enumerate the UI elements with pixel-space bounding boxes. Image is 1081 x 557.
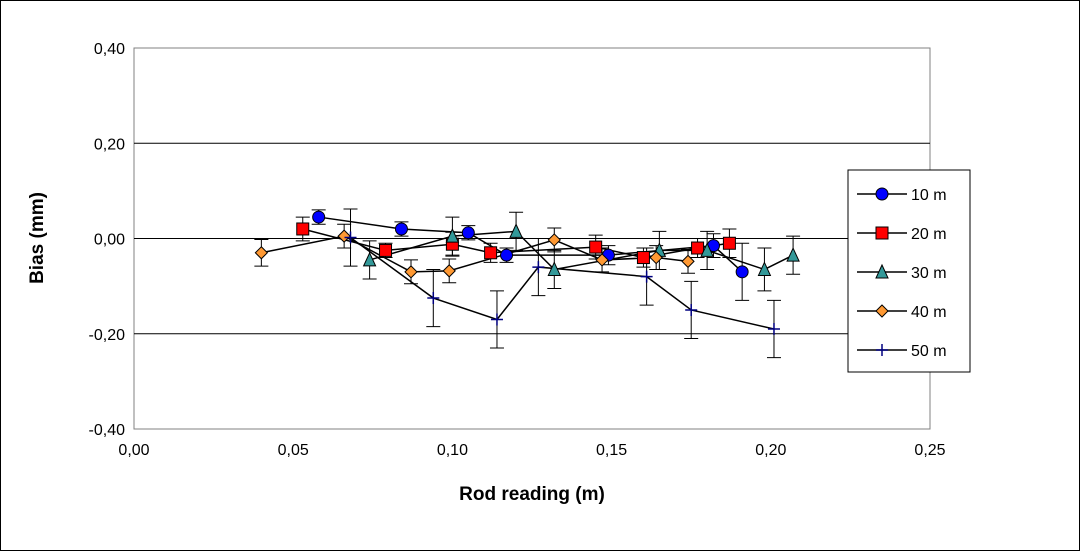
x-tick-label: 0,25 bbox=[914, 442, 945, 459]
data-point bbox=[490, 313, 503, 326]
y-axis-title: Bias (mm) bbox=[27, 192, 48, 284]
data-point bbox=[722, 236, 736, 250]
data-point bbox=[589, 240, 603, 254]
data-point bbox=[500, 248, 514, 262]
legend-label: 10 m bbox=[911, 187, 947, 204]
data-point bbox=[427, 292, 440, 305]
data-point bbox=[254, 246, 269, 260]
data-point bbox=[547, 233, 561, 247]
y-tick-label: 0,20 bbox=[94, 136, 125, 153]
legend-label: 30 m bbox=[911, 265, 947, 282]
data-point bbox=[379, 243, 393, 257]
x-tick-label: 0,20 bbox=[755, 442, 786, 459]
series-markers bbox=[254, 210, 800, 335]
data-point bbox=[636, 251, 650, 265]
series-line bbox=[302, 228, 730, 259]
legend-label: 50 m bbox=[911, 343, 947, 360]
data-point bbox=[296, 222, 310, 236]
x-tick-label: 0,05 bbox=[278, 442, 309, 459]
x-tick-label: 0,15 bbox=[596, 442, 627, 459]
data-point bbox=[509, 223, 523, 238]
data-point bbox=[547, 261, 562, 276]
data-point bbox=[532, 261, 545, 274]
data-point bbox=[691, 241, 705, 255]
y-tick-label: -0,40 bbox=[89, 422, 126, 439]
y-tick-label: 0,00 bbox=[94, 232, 125, 249]
data-point bbox=[445, 227, 460, 243]
data-point bbox=[484, 246, 498, 260]
legend-marker bbox=[875, 263, 889, 279]
data-point bbox=[312, 210, 326, 224]
data-point bbox=[404, 265, 418, 279]
data-point bbox=[735, 265, 749, 279]
data-point bbox=[442, 264, 456, 278]
x-tick-labels: 0,00 0,05 0,10 0,15 0,20 0,25 bbox=[118, 442, 945, 459]
y-tick-label: -0,20 bbox=[89, 327, 126, 344]
legend-marker bbox=[875, 226, 889, 240]
y-tick-label: 0,40 bbox=[94, 41, 125, 58]
x-tick-label: 0,10 bbox=[437, 442, 468, 459]
data-point bbox=[640, 270, 653, 283]
x-axis-title: Rod reading (m) bbox=[459, 484, 605, 505]
x-tick-label: 0,00 bbox=[118, 442, 149, 459]
legend-box bbox=[847, 169, 971, 373]
data-point bbox=[337, 229, 351, 243]
data-point bbox=[786, 246, 800, 262]
data-point bbox=[394, 222, 408, 236]
data-point bbox=[649, 250, 663, 265]
legend-label: 40 m bbox=[911, 304, 947, 321]
data-point bbox=[700, 242, 714, 257]
data-point bbox=[757, 261, 772, 276]
data-point bbox=[767, 322, 780, 335]
y-tick-labels: 0,40 0,20 0,00 -0,20 -0,40 bbox=[89, 41, 126, 439]
data-point bbox=[461, 226, 475, 240]
data-point bbox=[681, 254, 695, 269]
legend-label: 20 m bbox=[911, 226, 947, 243]
legend-marker bbox=[875, 187, 889, 201]
data-point bbox=[362, 251, 377, 267]
legend-marker bbox=[876, 344, 888, 356]
data-point bbox=[595, 253, 609, 267]
data-point bbox=[344, 231, 357, 244]
data-point bbox=[685, 303, 698, 316]
legend-marker bbox=[875, 304, 889, 318]
legend: 10 m 20 m 30 m 40 m 50 m bbox=[847, 169, 971, 373]
